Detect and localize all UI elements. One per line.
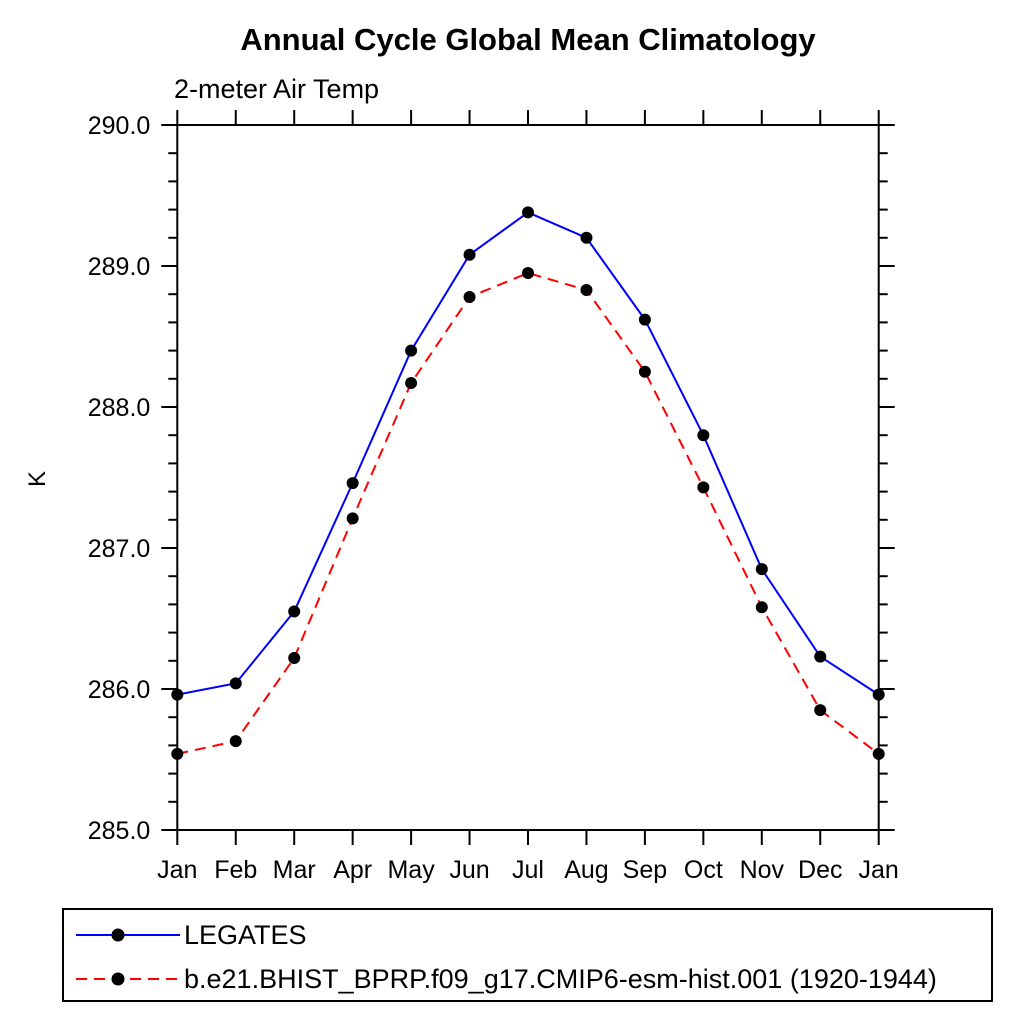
chart-title: Annual Cycle Global Mean Climatology [240, 22, 816, 57]
legend-marker-icon [111, 972, 125, 986]
data-point-s1-Dec-11 [814, 704, 827, 717]
x-tick-label-8: Sep [623, 856, 667, 884]
y-tick-label-286.0: 286.0 [88, 676, 151, 704]
legend-swatch-model [76, 972, 180, 986]
x-tick-label-5: Jun [449, 856, 489, 884]
data-point-s0-May-4 [405, 344, 418, 357]
data-point-s0-Feb-1 [229, 677, 242, 690]
legend-entry-model: b.e21.BHIST_BPRP.f09_g17.CMIP6-esm-hist.… [64, 962, 937, 996]
x-tick-label-4: May [387, 856, 435, 884]
y-tick-label-290.0: 290.0 [88, 112, 151, 140]
x-tick-label-2: Mar [273, 856, 316, 884]
data-point-s0-Apr-3 [346, 477, 359, 490]
x-tick-label-0: Jan [157, 856, 197, 884]
y-tick-label-289.0: 289.0 [88, 253, 151, 281]
data-point-s1-Jun-5 [463, 291, 476, 304]
legend-label-model: b.e21.BHIST_BPRP.f09_g17.CMIP6-esm-hist.… [184, 963, 937, 994]
y-tick-label-285.0: 285.0 [88, 817, 151, 845]
data-point-s1-Sep-8 [638, 365, 651, 378]
x-tick-label-3: Apr [333, 856, 372, 884]
data-point-s1-Nov-10 [755, 601, 768, 614]
series-line-1 [177, 271, 880, 755]
x-tick-label-9: Oct [684, 856, 723, 884]
legend-swatch-legates [76, 928, 180, 942]
data-point-s0-Dec-11 [814, 650, 827, 663]
data-point-s1-Jan-12 [872, 747, 885, 760]
data-point-s0-Oct-9 [697, 429, 710, 442]
data-point-s1-Jul-6 [522, 267, 534, 280]
x-tick-label-11: Dec [798, 856, 842, 884]
series-line-0 [177, 211, 880, 696]
data-point-s0-Mar-2 [288, 605, 301, 618]
data-point-s1-Mar-2 [288, 651, 301, 664]
x-tick-label-7: Aug [564, 856, 608, 884]
data-point-s1-May-4 [405, 377, 418, 390]
data-point-s1-Jan-0 [171, 747, 184, 760]
legend-box: LEGATES b.e21.BHIST_BPRP.f09_g17.CMIP6-e… [62, 908, 993, 1002]
data-point-s1-Feb-1 [229, 735, 242, 748]
chart-subtitle: 2-meter Air Temp [174, 74, 380, 104]
legend-marker-icon [111, 928, 125, 942]
legend-label-legates: LEGATES [184, 919, 307, 950]
x-tick-label-1: Feb [214, 856, 257, 884]
y-tick-label-287.0: 287.0 [88, 535, 151, 563]
data-point-s0-Jul-6 [522, 206, 534, 219]
data-point-s0-Jan-0 [171, 688, 184, 701]
data-point-s0-Nov-10 [755, 563, 768, 576]
x-tick-label-10: Nov [740, 856, 785, 884]
data-point-s1-Oct-9 [697, 481, 710, 494]
data-point-s0-Jan-12 [872, 688, 885, 701]
plot-frame [176, 124, 880, 831]
data-point-s0-Sep-8 [638, 313, 651, 326]
data-point-s0-Jun-5 [463, 248, 476, 261]
data-point-s0-Aug-7 [580, 231, 593, 244]
y-tick-label-288.0: 288.0 [88, 394, 151, 422]
x-tick-label-12: Jan [859, 856, 899, 884]
x-tick-label-6: Jul [512, 856, 544, 884]
legend-entry-legates: LEGATES [64, 918, 307, 952]
data-point-s1-Apr-3 [346, 512, 359, 525]
data-point-s1-Aug-7 [580, 283, 593, 296]
